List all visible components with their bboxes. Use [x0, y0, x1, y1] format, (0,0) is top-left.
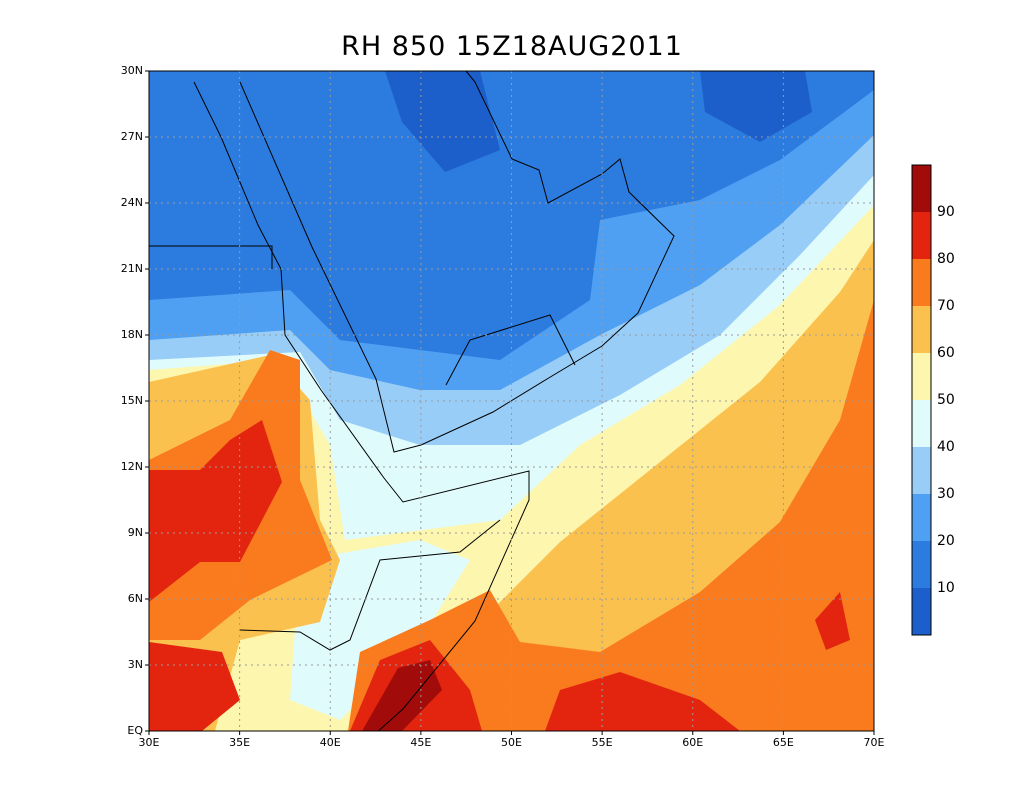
- field-band: [362, 660, 442, 731]
- colorbar-swatch: [912, 165, 931, 212]
- border: [149, 245, 273, 269]
- field-band: [545, 672, 740, 731]
- y-tick-label: 27N: [121, 130, 143, 143]
- colorbar-frame: [911, 164, 932, 636]
- colorbar-label: 50: [937, 392, 955, 408]
- colorbar-swatch: [912, 494, 931, 541]
- colorbar-label: 80: [937, 251, 955, 267]
- field-patch: [385, 71, 500, 172]
- colorbar-swatch: [912, 306, 931, 353]
- x-tick-label: 45E: [410, 736, 431, 749]
- field-patch: [700, 71, 812, 142]
- y-tick-label: 12N: [121, 460, 143, 473]
- colorbar-swatch: [912, 588, 931, 635]
- graticule: [149, 71, 874, 731]
- colorbar-label: 60: [937, 345, 955, 361]
- coastline: [193, 81, 530, 731]
- x-tick-label: 30E: [139, 736, 160, 749]
- border: [445, 314, 576, 386]
- x-tick-label: 60E: [682, 736, 703, 749]
- x-tick-label: 35E: [229, 736, 250, 749]
- x-tick-label: 40E: [320, 736, 341, 749]
- colorbar-label: 20: [937, 533, 955, 549]
- colorbar-swatch: [912, 259, 931, 306]
- map-title: RH 850 15Z18AUG2011: [341, 31, 683, 62]
- y-tick-label: 21N: [121, 262, 143, 275]
- y-tick-label: 24N: [121, 196, 143, 209]
- field-band: [149, 420, 282, 602]
- field-band: [290, 540, 470, 720]
- coastline: [239, 71, 675, 453]
- y-tick-label: 3N: [128, 658, 143, 671]
- axis-labels: 30E 35E 40E 45E 50E 55E 60E 65E 70E EQ 3N 6N 9N 12N 15…: [121, 64, 885, 749]
- y-tick-label: EQ: [127, 724, 143, 737]
- x-tick-label: 50E: [501, 736, 522, 749]
- field-band: [815, 592, 850, 650]
- colorbar-label: 70: [937, 298, 955, 314]
- y-tick-label: 9N: [128, 526, 143, 539]
- colorbar-label: 10: [937, 580, 955, 596]
- y-tick-label: 18N: [121, 328, 143, 341]
- colorbar-label: 30: [937, 486, 955, 502]
- x-tick-label: 70E: [864, 736, 885, 749]
- colorbar-swatch: [912, 212, 931, 259]
- x-tick-label: 65E: [773, 736, 794, 749]
- colorbar-label: 40: [937, 439, 955, 455]
- colorbar-swatch: [912, 447, 931, 494]
- y-tick-label: 15N: [121, 394, 143, 407]
- x-tick-label: 55E: [592, 736, 613, 749]
- y-tick-label: 30N: [121, 64, 143, 77]
- border: [239, 519, 501, 651]
- field-band: [348, 300, 874, 731]
- colorbar: 10 20 30 40 50 60 70 80 90: [911, 164, 955, 636]
- colorbar-swatch: [912, 400, 931, 447]
- y-tick-label: 6N: [128, 592, 143, 605]
- colorbar-swatch: [912, 353, 931, 400]
- colorbar-swatch: [912, 541, 931, 588]
- field-band: [149, 642, 240, 731]
- colorbar-label: 90: [937, 204, 955, 220]
